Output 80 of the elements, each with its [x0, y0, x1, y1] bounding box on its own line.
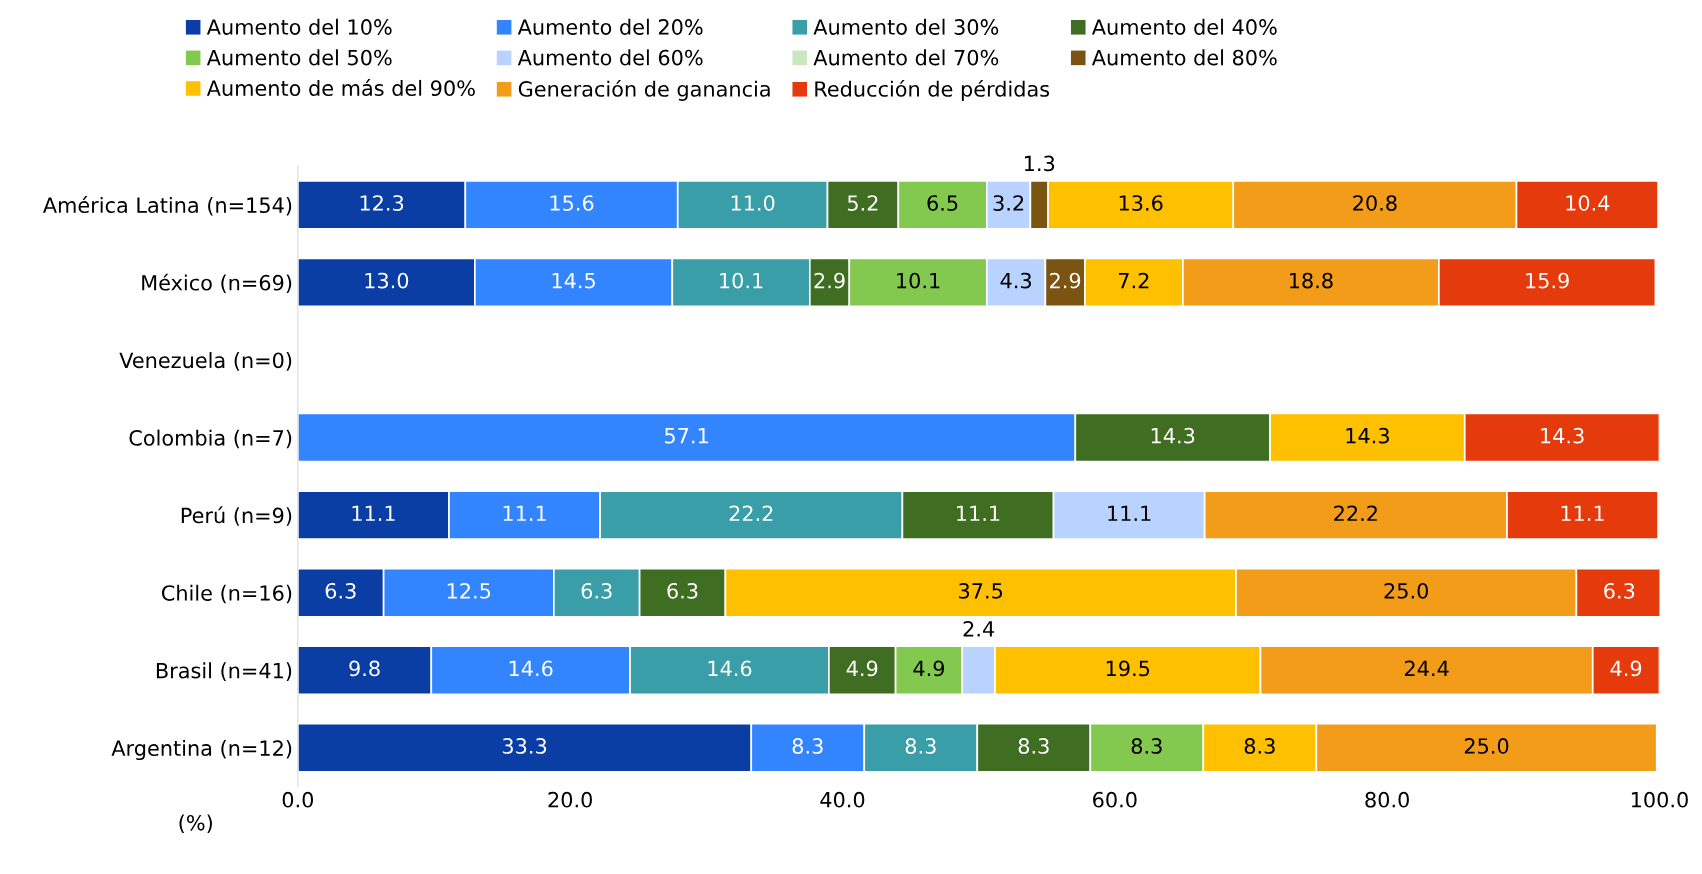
- legend-label: Aumento del 30%: [813, 18, 999, 35]
- y-tick-label: América Latina (n=154): [42, 196, 292, 216]
- y-tick-label: Argentina (n=12): [111, 739, 292, 761]
- data-label: 8.3: [1018, 738, 1049, 754]
- x-tick-label: 100.0: [1631, 791, 1688, 808]
- data-label: 13.0: [365, 272, 409, 289]
- data-label: 11.0: [731, 195, 775, 211]
- data-label: 2.9: [1050, 272, 1081, 289]
- data-label: 20.8: [1353, 195, 1397, 211]
- data-label: 11.1: [1108, 505, 1151, 521]
- data-label: 6.5: [927, 195, 958, 211]
- data-label: 14.3: [1151, 427, 1195, 444]
- data-label: 24.4: [1404, 660, 1449, 676]
- data-label: 37.5: [959, 582, 1003, 599]
- data-label: 10.1: [897, 272, 940, 289]
- data-label: 5.2: [847, 195, 878, 211]
- data-label: 6.3: [581, 582, 612, 599]
- data-label: 19.5: [1106, 660, 1150, 677]
- x-tick-label: 80.0: [1365, 791, 1409, 808]
- data-label: 12.5: [447, 582, 491, 599]
- y-tick-label: Colombia (n=7): [129, 429, 292, 449]
- data-label: 57.1: [665, 428, 708, 444]
- data-label: 4.9: [913, 660, 945, 677]
- x-tick-label: 40.0: [820, 791, 865, 808]
- x-axis-title: (%): [179, 814, 212, 834]
- legend-label: Generación de ganancia: [518, 79, 770, 101]
- legend-label: Aumento del 10%: [206, 18, 392, 35]
- data-label: 11.1: [957, 505, 1000, 521]
- data-label: 11.1: [503, 505, 546, 521]
- legend-label: Aumento del 60%: [517, 49, 703, 66]
- data-label: 14.5: [552, 272, 595, 289]
- data-label: 7.2: [1119, 272, 1149, 289]
- data-label: 8.3: [905, 738, 936, 754]
- data-label: 10.1: [720, 272, 763, 289]
- data-label: 4.9: [1610, 660, 1642, 677]
- data-label: 8.3: [792, 738, 823, 754]
- data-label: 6.3: [667, 582, 698, 599]
- data-label: 4.3: [1000, 272, 1031, 289]
- data-label: 10.4: [1566, 195, 1610, 211]
- x-tick-label: 60.0: [1093, 791, 1137, 808]
- data-label: 12.3: [360, 195, 404, 211]
- legend-label: Aumento del 40%: [1091, 18, 1277, 35]
- data-label: 2.4: [963, 620, 995, 637]
- data-label: 22.2: [1334, 505, 1377, 521]
- legend-label: Aumento del 80%: [1091, 49, 1277, 66]
- data-label: 3.2: [993, 195, 1024, 211]
- data-label: 6.3: [1604, 582, 1635, 599]
- data-label: 6.3: [325, 582, 356, 599]
- x-tick-label: 20.0: [548, 791, 592, 808]
- y-tick-label: Brasil (n=41): [156, 662, 292, 681]
- data-label: 8.3: [1131, 738, 1162, 754]
- data-label: 13.6: [1119, 195, 1163, 211]
- x-tick-label: 0.0: [282, 791, 314, 808]
- data-label: 15.9: [1526, 272, 1569, 289]
- data-label: 14.3: [1541, 427, 1584, 444]
- data-label: 18.8: [1289, 272, 1333, 289]
- data-label: 11.1: [352, 505, 395, 521]
- data-label: 9.8: [349, 660, 380, 677]
- legend-label: Reducción de pérdidas: [815, 79, 1050, 101]
- data-label: 22.2: [729, 505, 773, 521]
- y-tick-label: Perú (n=9): [181, 506, 292, 526]
- y-tick-label: Venezuela (n=0): [119, 352, 292, 371]
- data-label: 25.0: [1464, 738, 1509, 754]
- legend-label: Aumento del 50%: [206, 49, 392, 66]
- legend-label: Aumento del 20%: [517, 18, 703, 35]
- data-label: 4.9: [846, 660, 878, 677]
- data-label: 2.9: [814, 272, 845, 289]
- y-tick-label: Chile (n=16): [161, 584, 292, 604]
- y-tick-label: México (n=69): [142, 273, 292, 294]
- data-label: 14.6: [708, 660, 752, 677]
- data-label: 11.1: [1561, 505, 1604, 521]
- data-label: 25.0: [1384, 582, 1428, 599]
- legend-label: Aumento del 70%: [813, 49, 999, 66]
- data-label: 14.6: [509, 660, 553, 677]
- data-label: 33.3: [502, 738, 547, 754]
- data-label: 14.3: [1346, 427, 1389, 444]
- data-label: 1.3: [1024, 155, 1055, 172]
- legend-label: Aumento de más del 90%: [206, 79, 475, 97]
- data-label: 8.3: [1244, 738, 1275, 754]
- data-label: 15.6: [550, 195, 594, 211]
